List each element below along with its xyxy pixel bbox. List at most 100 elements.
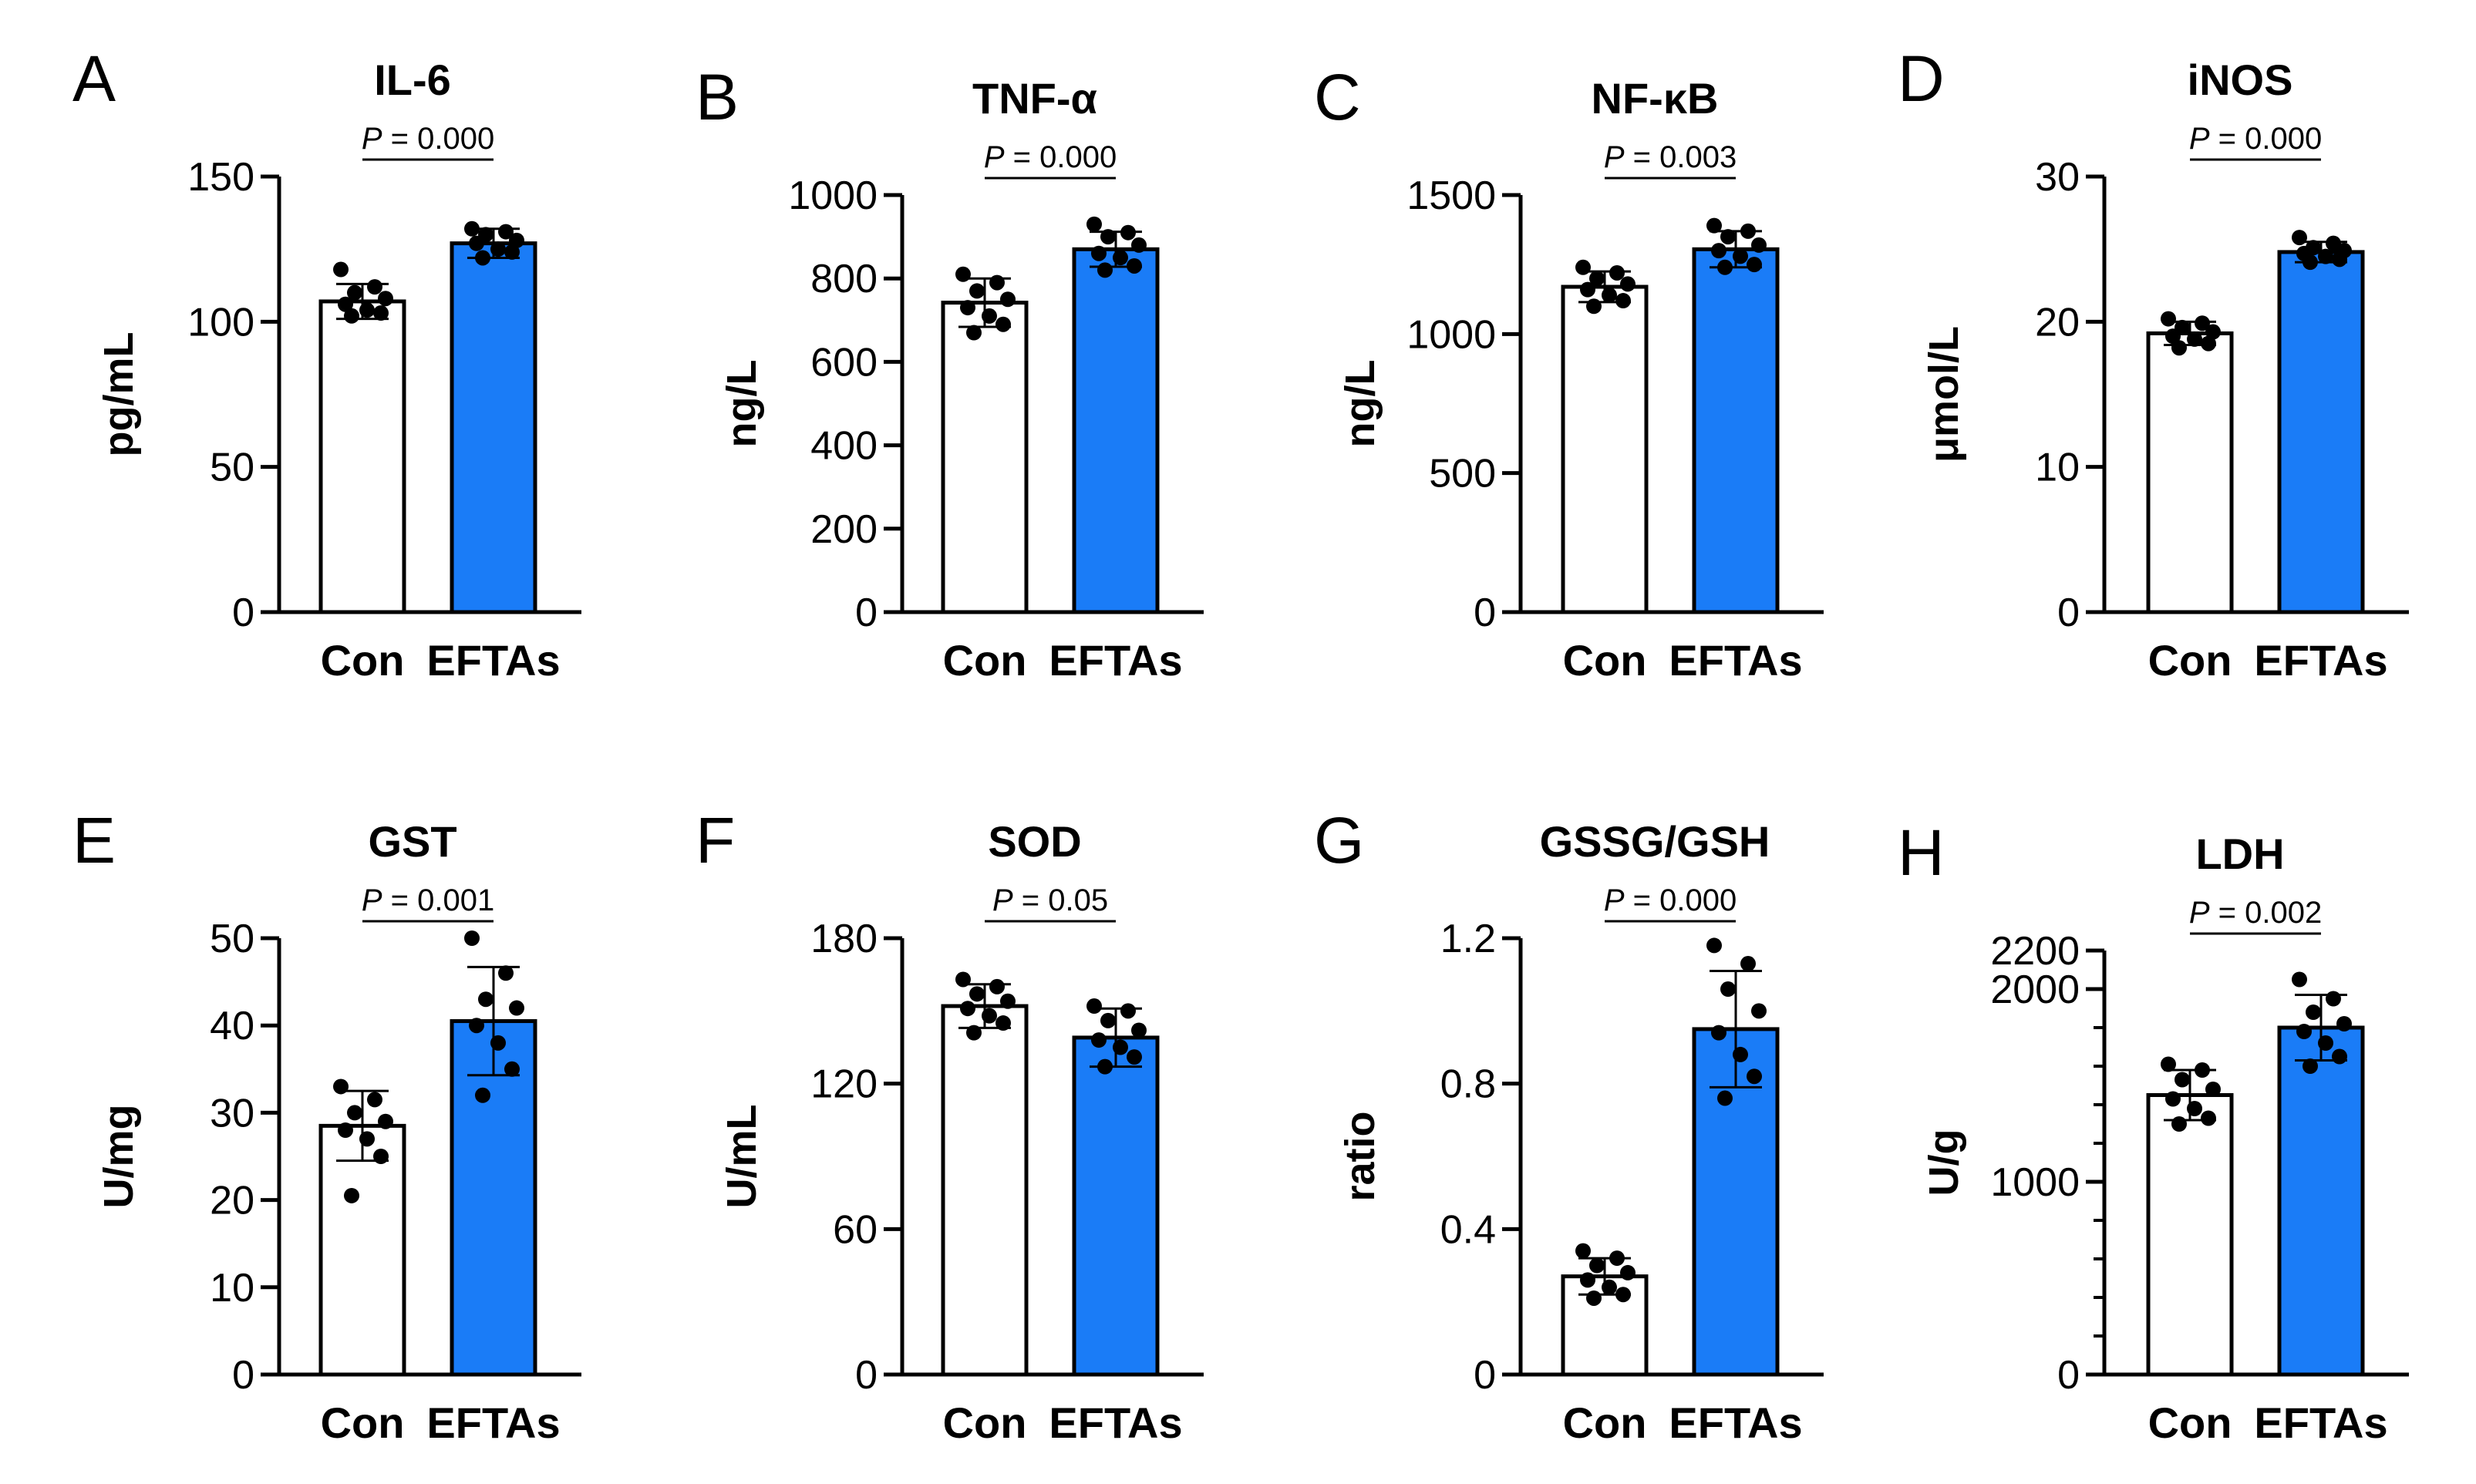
- panel-letter: G: [1314, 804, 1364, 877]
- data-point: [1720, 229, 1736, 245]
- y-tick-label: 500: [1429, 452, 1496, 496]
- y-tick-label: 2000: [1990, 967, 2080, 1012]
- data-point: [359, 1131, 375, 1147]
- data-point: [2187, 331, 2202, 347]
- y-axis-label: pg/mL: [96, 332, 142, 457]
- p-value-symbol: P: [362, 122, 382, 156]
- data-point: [498, 224, 514, 240]
- panel-title: NF-κB: [1592, 74, 1719, 123]
- y-tick-label: 0: [1474, 591, 1496, 635]
- y-tick-label: 600: [810, 340, 878, 385]
- bar-eftas: [2277, 250, 2365, 614]
- data-point: [469, 235, 484, 251]
- y-tick-label: 0: [232, 1353, 254, 1398]
- panel-e: E GST 0 10 20 30 40 50 U/mg Con EFTAs P = 0.001: [72, 804, 581, 1447]
- panel-title: iNOS: [2188, 56, 2293, 104]
- y-tick-label: 20: [2035, 300, 2080, 345]
- data-point: [1706, 217, 1722, 234]
- y-tick-label: 50: [210, 446, 254, 490]
- data-point: [2161, 311, 2176, 327]
- data-point: [2318, 1035, 2333, 1051]
- data-point: [1120, 1003, 1136, 1019]
- data-point: [1717, 259, 1733, 275]
- data-point: [1575, 259, 1591, 275]
- data-point: [2292, 971, 2307, 988]
- category-label: Con: [1563, 636, 1647, 685]
- data-point: [1097, 1058, 1113, 1075]
- data-point: [1711, 1025, 1726, 1041]
- data-point: [378, 1113, 393, 1129]
- data-point: [490, 241, 506, 257]
- data-point: [2187, 1101, 2202, 1116]
- y-tick-label: 200: [810, 507, 878, 552]
- y-tick-label: 60: [833, 1207, 878, 1252]
- p-value-number: = 0.000: [382, 122, 495, 156]
- data-point: [982, 308, 997, 324]
- panel-f: F SOD 0 60 120 180 U/mL Con EFTAs P = 0.05: [696, 804, 1204, 1447]
- data-point: [1113, 250, 1128, 266]
- data-point: [1091, 245, 1107, 261]
- data-point: [1000, 993, 1016, 1009]
- y-tick-label: 0: [855, 1353, 878, 1398]
- y-tick-label: 0: [2057, 591, 2080, 635]
- panel-letter: H: [1898, 816, 1945, 889]
- y-tick-label: 0.8: [1440, 1062, 1496, 1107]
- y-tick-label: 1000: [1406, 312, 1496, 357]
- data-point: [1740, 956, 1756, 972]
- data-point: [367, 1092, 382, 1108]
- bar-con: [2146, 331, 2234, 614]
- data-point: [2332, 251, 2347, 268]
- data-point: [469, 1018, 484, 1034]
- data-point: [1620, 1264, 1636, 1280]
- panel-letter: D: [1898, 42, 1945, 115]
- category-label: EFTAs: [2254, 636, 2387, 685]
- data-point: [2161, 1056, 2176, 1072]
- data-point: [2205, 1082, 2221, 1097]
- y-tick-label: 30: [2035, 155, 2080, 200]
- data-point: [338, 296, 353, 312]
- p-value-number: = 0.000: [1625, 883, 1737, 917]
- data-point: [2303, 254, 2318, 271]
- data-point: [344, 1187, 359, 1203]
- data-point: [1609, 1250, 1625, 1267]
- y-tick-label: 1000: [1990, 1160, 2080, 1205]
- p-value-symbol: P: [362, 883, 382, 917]
- category-label: EFTAs: [426, 636, 560, 685]
- y-tick-label: 100: [187, 300, 254, 345]
- data-point: [2195, 1062, 2210, 1078]
- panel-g: G GSSG/GSH 0 0.4 0.8 1.2 ratio Con EFTAs P = 0.00…: [1314, 804, 1824, 1447]
- p-value-number: = 0.000: [1005, 140, 1117, 174]
- y-tick-label: 120: [810, 1062, 878, 1107]
- data-point: [1733, 248, 1748, 264]
- panel-title: IL-6: [374, 56, 451, 104]
- data-point: [1586, 1290, 1602, 1306]
- p-value-number: = 0.001: [382, 883, 495, 917]
- data-point: [2296, 1024, 2312, 1039]
- p-value-symbol: P: [992, 883, 1013, 917]
- p-value-symbol: P: [2189, 122, 2210, 156]
- data-point: [966, 325, 982, 341]
- category-label: EFTAs: [1669, 636, 1802, 685]
- y-axis-label: μmol/L: [1921, 326, 1967, 463]
- data-point: [960, 1001, 975, 1017]
- y-axis-label: U/g: [1921, 1129, 1967, 1196]
- data-point: [367, 279, 382, 295]
- data-point: [2306, 1004, 2321, 1020]
- y-tick-label: 0.4: [1440, 1207, 1496, 1252]
- data-point: [960, 300, 975, 316]
- y-axis-label: ng/L: [1337, 360, 1383, 448]
- data-point: [1747, 257, 1762, 273]
- data-point: [338, 1122, 353, 1139]
- data-point: [1091, 1032, 1107, 1048]
- bar-con: [941, 1004, 1029, 1377]
- data-point: [1751, 1003, 1767, 1019]
- data-point: [969, 283, 985, 299]
- data-point: [1602, 287, 1617, 303]
- data-point: [1747, 1068, 1762, 1085]
- category-label: Con: [943, 1398, 1027, 1447]
- data-point: [1706, 937, 1722, 954]
- bar-con: [1561, 284, 1649, 614]
- bar-eftas: [2277, 1025, 2365, 1377]
